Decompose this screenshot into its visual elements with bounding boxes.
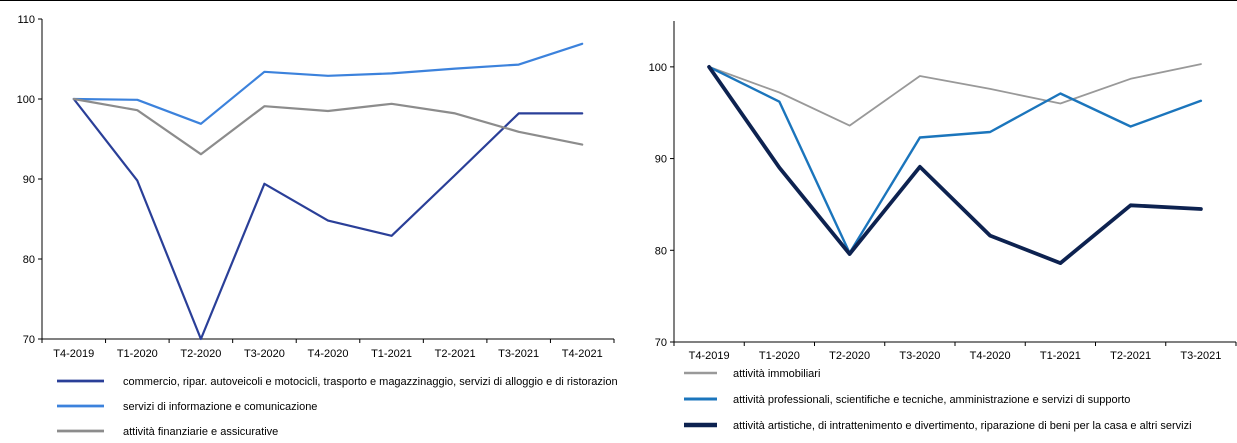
x-tick-label: T1-2021 bbox=[1040, 350, 1081, 362]
x-tick-label: T4-2019 bbox=[689, 350, 730, 362]
x-tick-label: T4-2020 bbox=[308, 348, 349, 360]
y-tick-label: 80 bbox=[655, 245, 667, 257]
y-tick-label: 90 bbox=[655, 154, 667, 166]
left-line-chart: 70 80 90 100 110 T4-2019 T1-2020 T2-2020 T3-202… bbox=[17, 14, 618, 438]
x-tick-label: T2-2021 bbox=[435, 348, 476, 360]
y-axis-left: 70 80 90 100 110 bbox=[17, 14, 43, 346]
legend-label-1: attività immobiliari bbox=[733, 368, 820, 380]
x-tick-label: T1-2020 bbox=[759, 350, 800, 362]
legend-right: attività immobiliari attività professiona… bbox=[684, 368, 1192, 432]
top-rule bbox=[0, 0, 1237, 1]
y-tick-label: 90 bbox=[23, 174, 35, 186]
x-axis-right: T4-2019 T1-2020 T2-2020 T3-2020 T4-2020 T1-20… bbox=[673, 341, 1237, 362]
legend-left: commercio, ripar. autoveicoli e motocicl… bbox=[57, 376, 618, 438]
series-line-2 bbox=[707, 65, 1203, 255]
legend-label-1: commercio, ripar. autoveicoli e motocicl… bbox=[123, 376, 618, 388]
legend-label-3: attività finanziarie e assicurative bbox=[123, 426, 278, 438]
x-tick-label: T3-2021 bbox=[498, 348, 539, 360]
x-tick-label: T3-2020 bbox=[899, 350, 940, 362]
series-line-1 bbox=[72, 97, 584, 341]
y-tick-label: 80 bbox=[23, 254, 35, 266]
x-tick-label: T3-2021 bbox=[1180, 350, 1221, 362]
x-tick-label: T3-2020 bbox=[244, 348, 285, 360]
y-tick-label: 100 bbox=[649, 62, 667, 74]
legend-label-2: servizi di informazione e comunicazione bbox=[123, 401, 317, 413]
x-tick-label: T1-2020 bbox=[117, 348, 158, 360]
legend-label-3: attività artistiche, di intrattenimento … bbox=[733, 420, 1192, 432]
y-axis-right: 70 80 90 100 bbox=[649, 21, 675, 349]
series-line-3 bbox=[707, 65, 1203, 266]
x-axis-left: T4-2019 T1-2020 T2-2020 T3-2020 T4-2020 T1-20… bbox=[41, 338, 615, 360]
legend-label-2: attività professionali, scientifiche e t… bbox=[733, 394, 1130, 406]
series-line-3 bbox=[72, 97, 584, 156]
y-tick-label: 70 bbox=[655, 337, 667, 349]
y-tick-label: 100 bbox=[17, 94, 35, 106]
x-tick-label: T2-2020 bbox=[829, 350, 870, 362]
series-line-2 bbox=[72, 42, 584, 125]
x-tick-label: T2-2021 bbox=[1110, 350, 1151, 362]
x-tick-label: T4-2021 bbox=[562, 348, 603, 360]
y-tick-label: 110 bbox=[17, 14, 35, 26]
series-left bbox=[72, 42, 584, 341]
series-right bbox=[707, 63, 1203, 266]
series-line-1 bbox=[708, 63, 1202, 127]
x-tick-label: T4-2020 bbox=[970, 350, 1011, 362]
x-tick-label: T1-2021 bbox=[371, 348, 412, 360]
y-tick-label: 70 bbox=[23, 334, 35, 346]
x-tick-label: T2-2020 bbox=[180, 348, 221, 360]
x-tick-label: T4-2019 bbox=[53, 348, 94, 360]
